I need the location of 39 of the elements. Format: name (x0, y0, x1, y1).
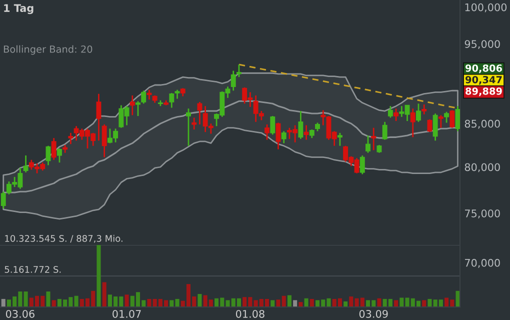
y-tick-label: 70,000 (465, 258, 500, 268)
bar (147, 298, 152, 307)
text: 90,806 (466, 64, 502, 74)
bar (456, 290, 460, 307)
bar (270, 300, 275, 307)
text: 90,347 (466, 76, 502, 85)
y-tick-label: 95,000 (464, 40, 500, 50)
bar (394, 300, 398, 307)
bar (377, 298, 382, 307)
y-tick-label: 85,000 (464, 120, 500, 129)
text: Bollinger Band: 20 (4, 45, 92, 55)
x-tick-label: 01.07 (112, 310, 141, 318)
bar (102, 282, 106, 307)
bar (287, 295, 292, 307)
bar (124, 294, 129, 307)
bar (293, 300, 298, 307)
bar (24, 292, 28, 307)
ref-line-label: 5.161.772 S. (4, 266, 61, 273)
bar (298, 302, 303, 307)
y-tick-label: 100,000 (465, 3, 507, 12)
x-tick-label: 01.08 (236, 310, 264, 318)
bar (52, 300, 56, 307)
bar (74, 296, 78, 307)
bar (428, 298, 432, 307)
bar (198, 294, 202, 307)
ref-line-label: 10.323.545 S. / 887,3 Mio. (5, 234, 122, 243)
bar (304, 298, 308, 307)
bar (1, 298, 6, 307)
text: 89,889 (466, 87, 502, 96)
bar (349, 296, 354, 307)
x-tick-label: 03.06 (6, 310, 34, 318)
y-tick-label: 75,000 (465, 209, 500, 218)
bar (96, 245, 101, 307)
bar (422, 300, 426, 307)
chart-subtitle: 1 Tag (4, 4, 34, 14)
x-tick-label: 03.09 (359, 310, 388, 318)
bar (310, 298, 314, 307)
bar (46, 292, 50, 307)
y-tick-label: 80,000 (464, 163, 500, 172)
